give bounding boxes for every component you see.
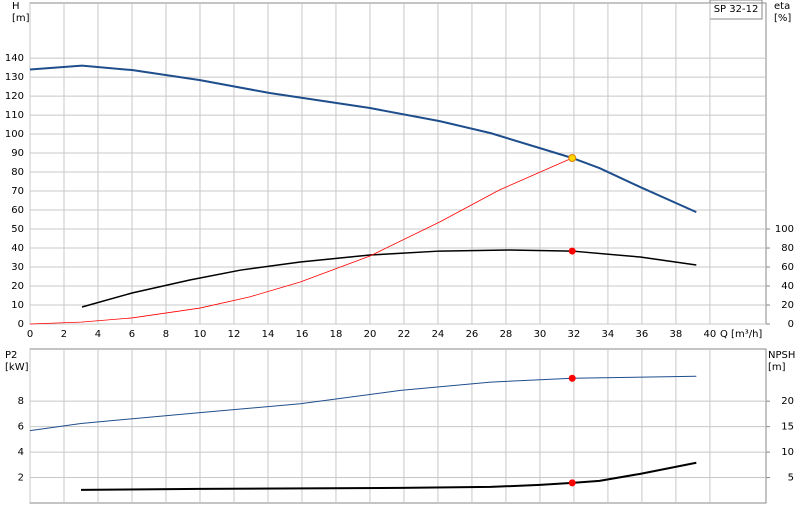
x-tick-label: 38: [670, 329, 683, 340]
y2-axis-label: eta: [774, 1, 790, 12]
y2-tick-label: 60: [781, 262, 794, 273]
y-tick-label: 80: [11, 167, 24, 178]
y2-tick-label: 15: [781, 422, 794, 433]
y-tick-label: 10: [11, 300, 24, 311]
x-tick-label: 12: [228, 329, 241, 340]
y-tick-label: 130: [5, 72, 24, 83]
y-tick-label: 60: [11, 205, 24, 216]
y2-tick-label: 0: [788, 319, 794, 330]
curve: [81, 249, 697, 308]
y-tick-label: 0: [18, 319, 24, 330]
y-tick-label: 6: [18, 422, 24, 433]
x-tick-label: 32: [568, 329, 581, 340]
curve: [80, 461, 697, 491]
curve: [29, 375, 697, 432]
curve: [29, 157, 573, 325]
x-tick-label: 0: [27, 329, 33, 340]
y2-axis-label: [%]: [774, 13, 791, 24]
y-tick-label: 20: [11, 281, 24, 292]
operating-point: [568, 153, 577, 162]
x-tick-label: 6: [129, 329, 135, 340]
y2-tick-label: 5: [788, 473, 794, 484]
y-tick-label: 8: [18, 396, 24, 407]
y2-axis-label: NPSH: [768, 350, 795, 361]
y-tick-label: 70: [11, 186, 24, 197]
y-tick-label: 2: [18, 473, 24, 484]
x-tick-label: 22: [398, 329, 411, 340]
x-tick-label: 34: [602, 329, 615, 340]
x-axis-label: Q [m³/h]: [720, 329, 762, 340]
x-tick-label: 20: [364, 329, 377, 340]
y2-axis-label: [m]: [768, 362, 786, 373]
y2-tick-label: 20: [781, 396, 794, 407]
x-tick-label: 2: [61, 329, 67, 340]
y-tick-label: 90: [11, 148, 24, 159]
y2-tick-label: 10: [781, 447, 794, 458]
y-axis-label: P2: [5, 350, 17, 361]
y2-tick-label: 40: [781, 281, 794, 292]
y-tick-label: 120: [5, 91, 24, 102]
x-tick-label: 40: [704, 329, 717, 340]
x-tick-label: 10: [194, 329, 207, 340]
curve: [29, 64, 697, 214]
y2-tick-label: 100: [775, 224, 794, 235]
y2-tick-label: 80: [781, 243, 794, 254]
y-tick-label: 4: [18, 447, 24, 458]
y-tick-label: 50: [11, 224, 24, 235]
y-axis-label: H: [12, 1, 20, 12]
legend-label: SP 32-12: [714, 4, 759, 15]
y-tick-label: 140: [5, 53, 24, 64]
x-tick-label: 18: [330, 329, 343, 340]
y-tick-label: 40: [11, 243, 24, 254]
y2-tick-label: 20: [781, 300, 794, 311]
operating-point: [568, 374, 576, 382]
x-tick-label: 8: [163, 329, 169, 340]
y-axis-label: [m]: [12, 13, 30, 24]
y-tick-label: 100: [5, 129, 24, 140]
operating-point: [568, 247, 576, 255]
x-tick-label: 30: [534, 329, 547, 340]
y-axis-label: [kW]: [5, 362, 29, 373]
x-tick-label: 4: [95, 329, 101, 340]
x-tick-label: 36: [636, 329, 649, 340]
x-tick-label: 28: [500, 329, 513, 340]
x-tick-label: 24: [432, 329, 445, 340]
x-tick-label: 14: [262, 329, 275, 340]
operating-point: [568, 479, 576, 487]
y-tick-label: 30: [11, 262, 24, 273]
x-tick-label: 26: [466, 329, 479, 340]
x-tick-label: 16: [296, 329, 309, 340]
y-tick-label: 110: [5, 110, 24, 121]
